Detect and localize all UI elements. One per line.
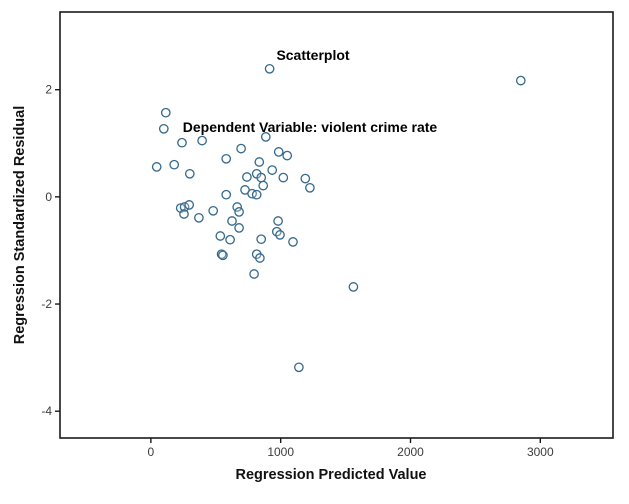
data-point bbox=[234, 207, 244, 217]
plot-area bbox=[59, 11, 614, 439]
data-point bbox=[273, 147, 284, 157]
data-point bbox=[221, 153, 232, 164]
data-point bbox=[264, 63, 275, 74]
data-point bbox=[184, 200, 195, 210]
data-point bbox=[169, 159, 180, 170]
y-tick-label: 2 bbox=[45, 83, 52, 97]
data-point bbox=[179, 202, 190, 212]
chart-title: Scatterplot bbox=[276, 47, 349, 63]
data-point bbox=[197, 135, 207, 146]
data-point bbox=[236, 143, 246, 154]
x-axis-label: Regression Predicted Value bbox=[236, 467, 427, 483]
data-point bbox=[232, 202, 243, 212]
data-point bbox=[225, 234, 235, 245]
data-point bbox=[256, 234, 267, 245]
data-point bbox=[300, 173, 311, 184]
data-point bbox=[179, 209, 189, 219]
chart-subtitle: Dependent Variable: violent crime rate bbox=[183, 119, 438, 135]
data-point bbox=[184, 168, 195, 179]
axis-ticks bbox=[55, 88, 542, 443]
data-point bbox=[221, 189, 232, 200]
data-point bbox=[242, 172, 252, 182]
data-point bbox=[249, 269, 259, 279]
data-point bbox=[258, 180, 269, 191]
data-point bbox=[255, 253, 265, 263]
axis-tick-labels: 0 1000 2000 3000 2 0 -2 -4 bbox=[41, 83, 554, 459]
data-point bbox=[288, 237, 298, 247]
scatter-points bbox=[151, 63, 526, 373]
x-tick-label: 0 bbox=[148, 445, 155, 459]
data-point bbox=[251, 189, 262, 200]
y-tick-label: -4 bbox=[41, 404, 52, 418]
data-point bbox=[234, 223, 244, 233]
data-point bbox=[260, 132, 271, 142]
data-point bbox=[177, 137, 187, 148]
data-point bbox=[348, 282, 359, 292]
data-point bbox=[273, 216, 283, 226]
data-point bbox=[256, 172, 267, 183]
data-point bbox=[515, 75, 526, 86]
data-point bbox=[282, 150, 293, 161]
data-point bbox=[218, 250, 228, 261]
data-point bbox=[227, 216, 237, 226]
data-point bbox=[294, 362, 304, 373]
data-point bbox=[267, 165, 278, 175]
y-tick-label: 0 bbox=[45, 190, 52, 204]
data-point bbox=[151, 162, 162, 172]
x-tick-label: 2000 bbox=[397, 445, 424, 459]
data-point bbox=[275, 230, 285, 240]
data-point bbox=[194, 212, 204, 223]
data-point bbox=[254, 157, 265, 167]
x-tick-label: 1000 bbox=[267, 445, 294, 459]
y-axis-label: Regression Standardized Residual bbox=[12, 106, 28, 345]
y-tick-label: -2 bbox=[41, 297, 52, 311]
data-point bbox=[305, 182, 315, 193]
data-point bbox=[215, 231, 226, 241]
data-point bbox=[160, 107, 171, 118]
data-point bbox=[158, 123, 169, 134]
data-point bbox=[208, 205, 219, 216]
data-point bbox=[278, 172, 289, 183]
x-tick-label: 3000 bbox=[527, 445, 554, 459]
